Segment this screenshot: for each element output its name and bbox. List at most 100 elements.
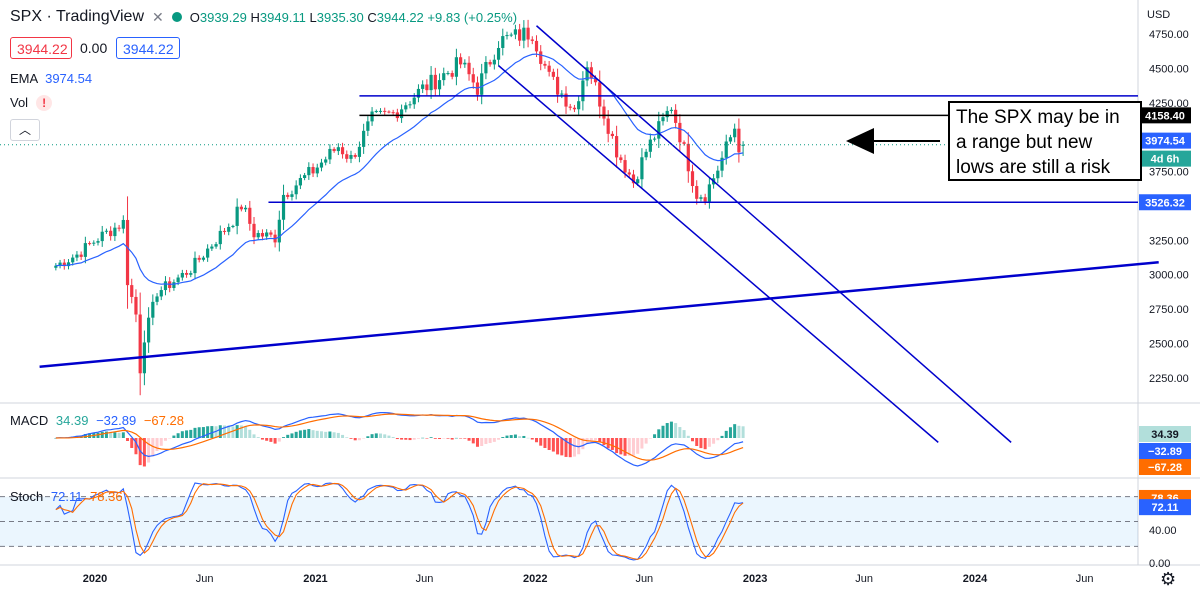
symbol-title[interactable]: SPX · TradingView — [10, 8, 144, 25]
macd-histogram-bar — [176, 433, 180, 438]
candle-body — [463, 62, 467, 65]
candle-body — [256, 233, 260, 238]
candle-body — [117, 227, 121, 229]
candle-body — [480, 73, 484, 95]
macd-histogram-bar — [273, 438, 277, 444]
candle-body — [159, 290, 163, 297]
macd-histogram-bar — [130, 438, 134, 448]
arrow-left-icon — [846, 128, 874, 154]
level-3526-label: 3526.32 — [1145, 197, 1185, 209]
candle-body — [362, 130, 366, 147]
trendlines[interactable] — [39, 25, 1159, 443]
macd-histogram-bar — [370, 434, 374, 438]
macd-histogram-bar — [446, 438, 450, 439]
macd-histogram-bar — [159, 438, 163, 446]
candle-body — [703, 197, 707, 202]
macd-histogram-bar — [581, 438, 585, 450]
ema-legend[interactable]: EMA 3974.54 — [10, 71, 92, 86]
gear-icon[interactable]: ⚙ — [1160, 569, 1177, 589]
macd-histogram-bar — [341, 434, 345, 438]
macd-histogram-bar — [54, 438, 58, 439]
chevron-up-icon[interactable]: ︿ — [10, 119, 40, 141]
candle-body — [138, 314, 142, 374]
buy-price-box[interactable]: 3944.22 — [116, 37, 180, 59]
candle-body — [121, 219, 125, 229]
candle-body — [555, 76, 560, 95]
macd-histogram-bar — [282, 437, 286, 438]
candle-body — [201, 257, 206, 260]
macd-histogram-bar — [551, 438, 555, 452]
macd-histogram-bar — [526, 437, 530, 439]
macd-legend[interactable]: MACD 34.39 −32.89 −67.28 — [10, 413, 184, 428]
macd-histogram-bar — [379, 433, 383, 438]
candle-body — [505, 35, 509, 37]
open-value: 3939.29 — [199, 9, 247, 25]
macd-histogram-bar — [669, 421, 673, 438]
macd-histogram-bar — [412, 438, 416, 440]
ema-series-line — [55, 53, 744, 285]
macd-histogram-bar — [686, 435, 690, 438]
macd-histogram-bar — [627, 438, 631, 456]
macd-histogram-bar — [193, 427, 197, 438]
macd-histogram-bar — [239, 425, 243, 438]
candle-body — [459, 57, 463, 65]
macd-histogram-bar — [539, 438, 543, 446]
macd-histogram-bar — [113, 432, 117, 438]
macd-histogram-bar — [433, 438, 437, 439]
macd-histogram-bar — [712, 438, 716, 444]
candle-body — [269, 232, 273, 235]
macd-histogram-bar — [467, 438, 471, 441]
candle-body — [383, 110, 387, 112]
candle-body — [501, 36, 505, 48]
candle-body — [728, 137, 733, 142]
price-tick-label: 3750.00 — [1149, 167, 1189, 179]
candle-body — [619, 157, 623, 161]
stoch-pane — [55, 482, 744, 561]
macd-histogram-bar — [442, 438, 446, 439]
macd-histogram-bar — [324, 431, 328, 438]
candle-body — [92, 242, 96, 244]
macd-histogram-bar — [623, 438, 627, 456]
macd-histogram-bar — [328, 431, 332, 438]
macd-histogram-bar — [214, 426, 218, 438]
macd-histogram-bar — [699, 438, 703, 449]
macd-histogram-bar — [256, 437, 260, 438]
candle-body — [147, 317, 151, 343]
candle-body — [328, 148, 332, 160]
macd-histogram-bar — [155, 438, 159, 451]
candle-body — [661, 117, 665, 122]
macd-histogram-bar — [210, 426, 214, 438]
macd-histogram-bar — [265, 438, 269, 441]
vol-legend[interactable]: Vol! — [10, 95, 53, 111]
candle-body — [547, 65, 551, 72]
candle-body — [598, 82, 602, 107]
macd-histogram-bar — [244, 426, 248, 438]
annotation-box[interactable]: The SPX may be in a range but new lows a… — [948, 101, 1142, 181]
candle-body — [332, 148, 336, 152]
macd-histogram-bar — [589, 438, 593, 442]
candle-body — [572, 107, 577, 110]
axis-ticks: 4750.004500.004250.004000.003750.003500.… — [83, 29, 1189, 585]
candle-body — [648, 139, 652, 152]
candle-body — [644, 151, 648, 158]
candle-body — [421, 84, 425, 89]
x-icon[interactable]: ✕ — [152, 8, 164, 25]
macd-histogram-bar — [197, 427, 201, 438]
candle-body — [416, 88, 421, 98]
sell-price-box[interactable]: 3944.22 — [10, 37, 72, 59]
candle-body — [678, 122, 682, 143]
warning-icon[interactable]: ! — [36, 95, 53, 111]
candle-body — [222, 230, 227, 232]
close-value: 3944.22 — [376, 9, 424, 25]
macd-histogram-bar — [568, 438, 572, 458]
candle-body — [113, 227, 117, 237]
macd-histogram-bar — [366, 436, 370, 438]
macd-histogram-bar — [180, 431, 184, 438]
stoch-legend[interactable]: Stoch 72.11 78.36 — [10, 489, 123, 504]
candle-body — [239, 206, 243, 210]
currency-label[interactable]: USD — [1147, 9, 1171, 21]
candle-body — [530, 39, 534, 41]
macd-histogram-bar — [463, 438, 467, 439]
macd-histogram-bar — [96, 432, 100, 438]
